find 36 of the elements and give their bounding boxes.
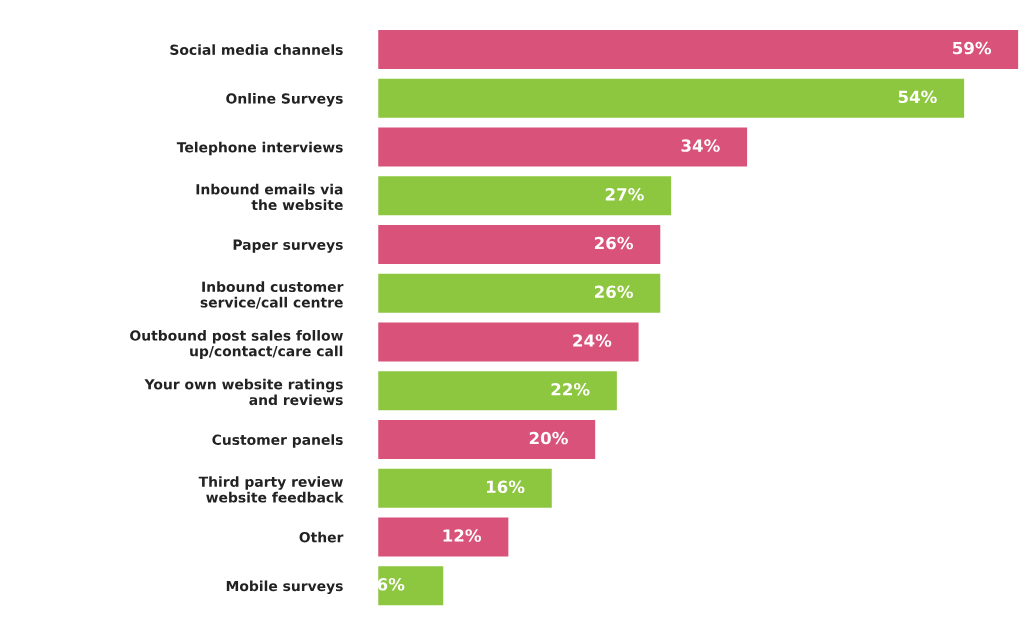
bar (378, 225, 661, 265)
y-tick-label: Mobile surveys (226, 580, 343, 595)
bar (378, 273, 661, 313)
data-label: 6% (377, 577, 405, 591)
bar (378, 176, 672, 216)
y-tick-label: Social media channels (170, 44, 343, 56)
data-label: 22% (551, 383, 590, 396)
y-tick-label: Inbound customer service/call centre (200, 281, 344, 309)
data-label: 26% (594, 236, 633, 250)
y-tick-label: Customer panels (212, 434, 343, 448)
y-tick-label: Telephone interviews (176, 141, 343, 156)
bar (378, 127, 748, 167)
data-label: 26% (594, 285, 633, 299)
y-tick-label: Inbound emails via the website (196, 183, 343, 211)
y-tick-label: Online Surveys (226, 93, 343, 107)
bar (378, 322, 639, 362)
data-label: 59% (953, 41, 992, 55)
bar (378, 78, 965, 118)
data-label: 12% (443, 529, 482, 542)
bar (378, 371, 617, 411)
data-label: 20% (529, 431, 568, 445)
bar (378, 517, 509, 557)
bar (378, 420, 596, 460)
bar (378, 468, 552, 508)
y-tick-label: Your own website ratings and reviews (144, 378, 343, 406)
bar (378, 30, 1019, 70)
data-label: 54% (898, 90, 937, 104)
y-tick-label: Outbound post sales follow up/contact/care call (130, 330, 343, 360)
data-label: 24% (573, 334, 612, 347)
bar (378, 566, 444, 606)
data-label: 34% (681, 139, 720, 152)
y-tick-label: Other (299, 531, 344, 543)
y-tick-label: Paper surveys (233, 239, 343, 253)
y-tick-label: Third party review website feedback (198, 476, 344, 503)
data-label: 27% (605, 188, 644, 201)
data-label: 16% (486, 480, 525, 494)
